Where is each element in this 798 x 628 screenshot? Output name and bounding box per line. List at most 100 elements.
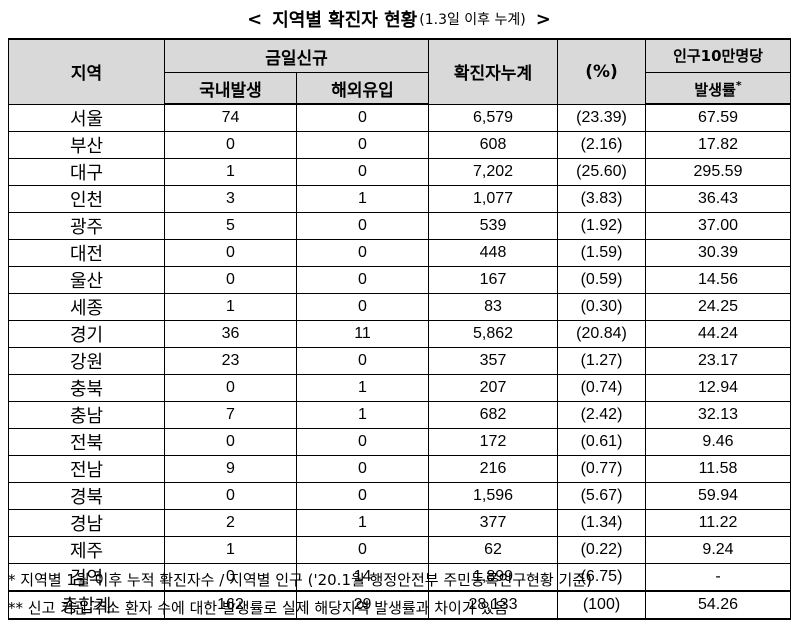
cell-overseas: 0 xyxy=(296,346,429,375)
table-row: 충남 7 1 682 (2.42) 32.13 xyxy=(8,400,791,429)
header-overseas: 해외유입 xyxy=(296,72,429,105)
cell-rate: 23.17 xyxy=(645,346,791,375)
page-title: < 지역별 확진자 현황 (1.3일 이후 누계) > xyxy=(0,0,798,38)
cell-rate: 67.59 xyxy=(645,103,791,132)
cell-percent: (0.77) xyxy=(557,454,646,483)
table-row: 경남 2 1 377 (1.34) 11.22 xyxy=(8,508,791,537)
cell-percent: (100) xyxy=(557,589,646,620)
cell-cumulative: 1,596 xyxy=(428,481,558,510)
cell-rate: 24.25 xyxy=(645,292,791,321)
title-sub: (1.3일 이후 누계) xyxy=(419,12,526,28)
cell-cumulative: 608 xyxy=(428,130,558,159)
cell-domestic: 0 xyxy=(164,265,297,294)
cell-region: 울산 xyxy=(8,265,165,294)
cell-cumulative: 1,077 xyxy=(428,184,558,213)
cell-cumulative: 62 xyxy=(428,535,558,564)
cell-domestic: 3 xyxy=(164,184,297,213)
region-status-table: 지역 금일신규 확진자누계 (%) 인구10만명당 국내발생 해외유입 발생률*… xyxy=(8,38,791,620)
cell-percent: (3.83) xyxy=(557,184,646,213)
cell-domestic: 0 xyxy=(164,481,297,510)
table-row: 광주 5 0 539 (1.92) 37.00 xyxy=(8,211,791,240)
table-row: 총합계 162 29 28,133 (100) 54.26 xyxy=(8,589,791,620)
cell-domestic: 23 xyxy=(164,346,297,375)
cell-percent: (1.27) xyxy=(557,346,646,375)
cell-domestic: 74 xyxy=(164,103,297,132)
cell-region: 충남 xyxy=(8,400,165,429)
table-row: 서울 74 0 6,579 (23.39) 67.59 xyxy=(8,103,791,132)
cell-percent: (23.39) xyxy=(557,103,646,132)
table-row: 제주 1 0 62 (0.22) 9.24 xyxy=(8,535,791,564)
table-row: 인천 3 1 1,077 (3.83) 36.43 xyxy=(8,184,791,213)
cell-rate: 17.82 xyxy=(645,130,791,159)
cell-percent: (0.59) xyxy=(557,265,646,294)
cell-overseas: 0 xyxy=(296,211,429,240)
table-row: 경북 0 0 1,596 (5.67) 59.94 xyxy=(8,481,791,510)
cell-domestic: 2 xyxy=(164,508,297,537)
table-row: 충북 0 1 207 (0.74) 12.94 xyxy=(8,373,791,402)
cell-overseas: 0 xyxy=(296,238,429,267)
cell-region: 검역 xyxy=(8,562,165,591)
cell-percent: (2.16) xyxy=(557,130,646,159)
header-today-new: 금일신규 xyxy=(164,38,429,73)
cell-domestic: 5 xyxy=(164,211,297,240)
cell-overseas: 1 xyxy=(296,400,429,429)
cell-domestic: 1 xyxy=(164,535,297,564)
cell-rate: 54.26 xyxy=(645,589,791,620)
cell-rate: 59.94 xyxy=(645,481,791,510)
cell-cumulative: 5,862 xyxy=(428,319,558,348)
header-rate-line2: 발생률* xyxy=(645,72,791,105)
cell-cumulative: 448 xyxy=(428,238,558,267)
header-region: 지역 xyxy=(8,38,165,105)
cell-rate: 37.00 xyxy=(645,211,791,240)
cell-cumulative: 83 xyxy=(428,292,558,321)
cell-rate: 36.43 xyxy=(645,184,791,213)
cell-cumulative: 539 xyxy=(428,211,558,240)
cell-rate: 30.39 xyxy=(645,238,791,267)
cell-region: 경북 xyxy=(8,481,165,510)
cell-domestic: 7 xyxy=(164,400,297,429)
cell-percent: (0.74) xyxy=(557,373,646,402)
table-row: 전남 9 0 216 (0.77) 11.58 xyxy=(8,454,791,483)
title-left-bracket: < xyxy=(247,8,263,30)
cell-region: 대구 xyxy=(8,157,165,186)
table-row: 부산 0 0 608 (2.16) 17.82 xyxy=(8,130,791,159)
cell-percent: (0.61) xyxy=(557,427,646,456)
table-row: 강원 23 0 357 (1.27) 23.17 xyxy=(8,346,791,375)
cell-cumulative: 216 xyxy=(428,454,558,483)
cell-cumulative: 682 xyxy=(428,400,558,429)
cell-cumulative: 377 xyxy=(428,508,558,537)
table-row: 대전 0 0 448 (1.59) 30.39 xyxy=(8,238,791,267)
cell-overseas: 0 xyxy=(296,157,429,186)
cell-overseas: 0 xyxy=(296,481,429,510)
cell-domestic: 162 xyxy=(164,589,297,620)
cell-overseas: 0 xyxy=(296,292,429,321)
header-cumulative: 확진자누계 xyxy=(428,38,558,105)
cell-region: 전남 xyxy=(8,454,165,483)
cell-region: 강원 xyxy=(8,346,165,375)
cell-domestic: 0 xyxy=(164,238,297,267)
cell-region: 전북 xyxy=(8,427,165,456)
cell-region: 충북 xyxy=(8,373,165,402)
cell-cumulative: 6,579 xyxy=(428,103,558,132)
cell-overseas: 1 xyxy=(296,184,429,213)
cell-cumulative: 28,133 xyxy=(428,589,558,620)
cell-percent: (0.22) xyxy=(557,535,646,564)
table-row: 대구 1 0 7,202 (25.60) 295.59 xyxy=(8,157,791,186)
cell-region: 총합계 xyxy=(8,589,165,620)
cell-rate: 11.22 xyxy=(645,508,791,537)
cell-percent: (1.59) xyxy=(557,238,646,267)
cell-cumulative: 167 xyxy=(428,265,558,294)
table-row: 세종 1 0 83 (0.30) 24.25 xyxy=(8,292,791,321)
table-row: 전북 0 0 172 (0.61) 9.46 xyxy=(8,427,791,456)
cell-percent: (1.92) xyxy=(557,211,646,240)
cell-percent: (0.30) xyxy=(557,292,646,321)
cell-overseas: 0 xyxy=(296,535,429,564)
cell-region: 세종 xyxy=(8,292,165,321)
cell-region: 광주 xyxy=(8,211,165,240)
cell-overseas: 0 xyxy=(296,454,429,483)
cell-percent: (25.60) xyxy=(557,157,646,186)
footnotes: * 지역별 1월 이후 누적 확진자수 / 지역별 인구 ('20.1월 행정안… xyxy=(8,566,790,622)
cell-region: 제주 xyxy=(8,535,165,564)
table-body: 서울 74 0 6,579 (23.39) 67.59 부산 0 0 608 (2.16) 17.82… xyxy=(8,103,791,620)
cell-rate: 44.24 xyxy=(645,319,791,348)
